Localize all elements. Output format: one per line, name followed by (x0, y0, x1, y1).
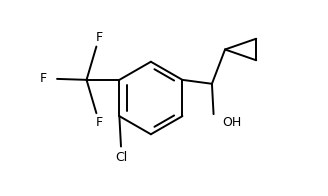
Text: F: F (95, 31, 103, 44)
Text: Cl: Cl (115, 151, 127, 164)
Text: F: F (95, 116, 103, 129)
Text: F: F (40, 72, 47, 85)
Text: OH: OH (222, 116, 241, 129)
